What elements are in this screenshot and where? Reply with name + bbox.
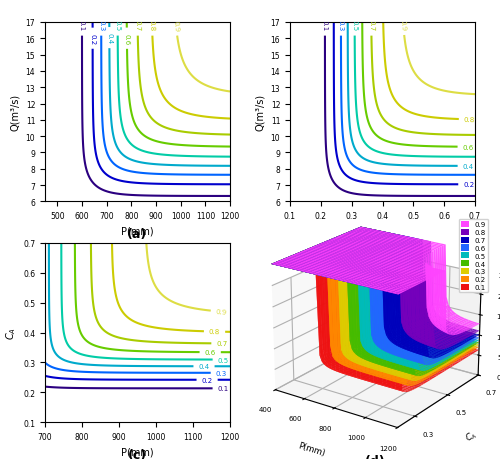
Text: 0.5: 0.5 — [218, 357, 229, 363]
Y-axis label: Q(m³/s): Q(m³/s) — [10, 94, 20, 131]
Text: 0.3: 0.3 — [216, 370, 227, 376]
Text: 0.4: 0.4 — [462, 163, 474, 169]
Text: 0.4: 0.4 — [198, 364, 209, 369]
Text: 0.7: 0.7 — [134, 20, 140, 32]
Text: 0.1: 0.1 — [322, 20, 328, 32]
Text: 0.3: 0.3 — [98, 20, 104, 32]
Text: (c): (c) — [128, 448, 147, 459]
Text: 0.2: 0.2 — [202, 377, 212, 383]
Text: 0.6: 0.6 — [124, 34, 130, 45]
Y-axis label: $C_A$: $C_A$ — [464, 427, 480, 444]
Text: 0.2: 0.2 — [463, 182, 474, 188]
Text: 0.9: 0.9 — [216, 308, 227, 315]
Text: 0.7: 0.7 — [216, 341, 228, 347]
Text: (a): (a) — [128, 228, 148, 241]
Text: 0.7: 0.7 — [368, 20, 374, 32]
Text: 0.8: 0.8 — [464, 117, 475, 123]
X-axis label: $C_A$: $C_A$ — [376, 226, 389, 240]
Text: 0.2: 0.2 — [90, 34, 96, 45]
Text: 0.4: 0.4 — [106, 33, 112, 44]
Text: 0.6: 0.6 — [204, 349, 216, 355]
Text: 0.5: 0.5 — [114, 20, 120, 32]
Text: 0.8: 0.8 — [149, 20, 155, 32]
X-axis label: P(mm): P(mm) — [296, 440, 326, 457]
Text: 0.8: 0.8 — [209, 329, 220, 335]
X-axis label: P(mm): P(mm) — [121, 226, 154, 236]
Y-axis label: Q(m³/s): Q(m³/s) — [255, 94, 265, 131]
Legend: 0.9, 0.8, 0.7, 0.6, 0.5, 0.4, 0.3, 0.2, 0.1: 0.9, 0.8, 0.7, 0.6, 0.5, 0.4, 0.3, 0.2, … — [459, 219, 488, 293]
Text: 0.6: 0.6 — [462, 145, 474, 151]
Y-axis label: $C_A$: $C_A$ — [4, 326, 18, 339]
Text: 0.9: 0.9 — [400, 20, 406, 31]
Text: 0.3: 0.3 — [338, 20, 344, 32]
Text: 0.1: 0.1 — [79, 20, 85, 32]
Text: 0.9: 0.9 — [172, 20, 180, 32]
Text: 0.1: 0.1 — [218, 386, 229, 392]
Text: (b): (b) — [372, 228, 393, 241]
Text: 0.5: 0.5 — [352, 20, 358, 32]
X-axis label: P(mm): P(mm) — [121, 447, 154, 457]
Text: (d): (d) — [364, 453, 386, 459]
